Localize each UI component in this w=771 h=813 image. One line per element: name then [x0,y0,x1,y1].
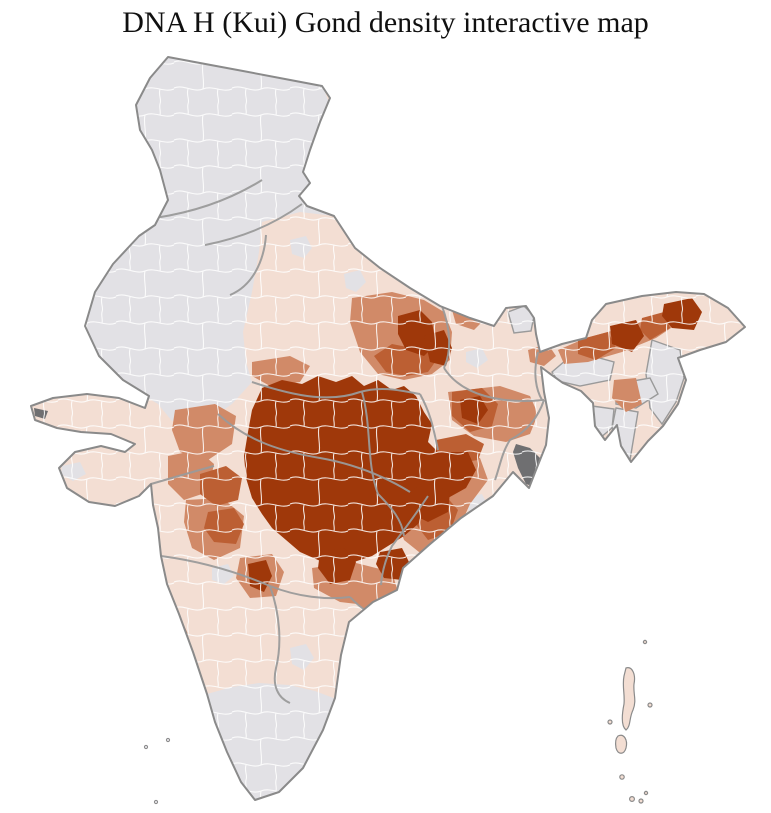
state-borders [150,179,545,704]
region-andaman-nicobar-islands[interactable] [607,639,653,804]
region-lakshadweep-islands[interactable] [143,737,171,805]
map-title: DNA H (Kui) Gond density interactive map [122,6,649,39]
